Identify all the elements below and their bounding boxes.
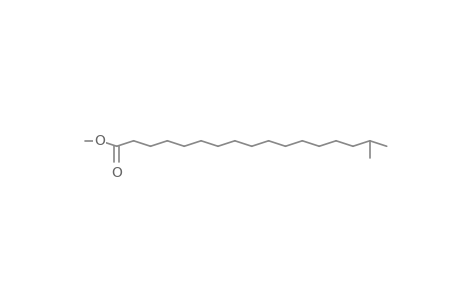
- Text: O: O: [94, 134, 105, 148]
- Text: O: O: [111, 166, 122, 180]
